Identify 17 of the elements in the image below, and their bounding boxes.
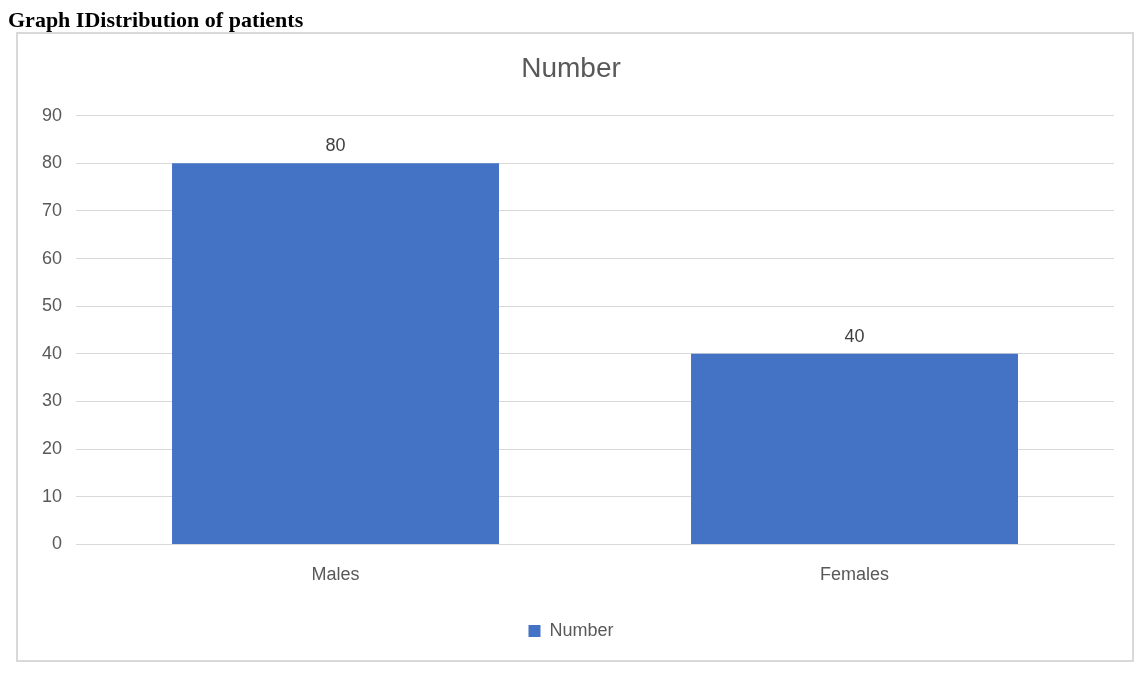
legend-label: Number <box>549 619 614 640</box>
y-tick-label: 20 <box>41 438 63 459</box>
text: Graph IDistribution of patients <box>8 7 305 32</box>
y-tick-label: 80 <box>41 152 63 173</box>
data-label: 40 <box>844 325 865 346</box>
y-tick-label: 40 <box>41 342 63 363</box>
y-tick-label: 70 <box>41 199 63 220</box>
y-tick-label: 50 <box>41 295 63 316</box>
chart-title: Number <box>521 51 621 83</box>
x-tick-label: Males <box>311 564 360 585</box>
y-tick-label: 10 <box>41 485 63 506</box>
y-tick-label: 60 <box>41 247 63 268</box>
y-tick-label: 30 <box>41 390 63 411</box>
x-tick-label: Females <box>819 564 890 585</box>
y-tick-label: 90 <box>41 104 63 125</box>
data-label: 80 <box>325 135 346 156</box>
y-tick-label: 0 <box>52 533 63 554</box>
